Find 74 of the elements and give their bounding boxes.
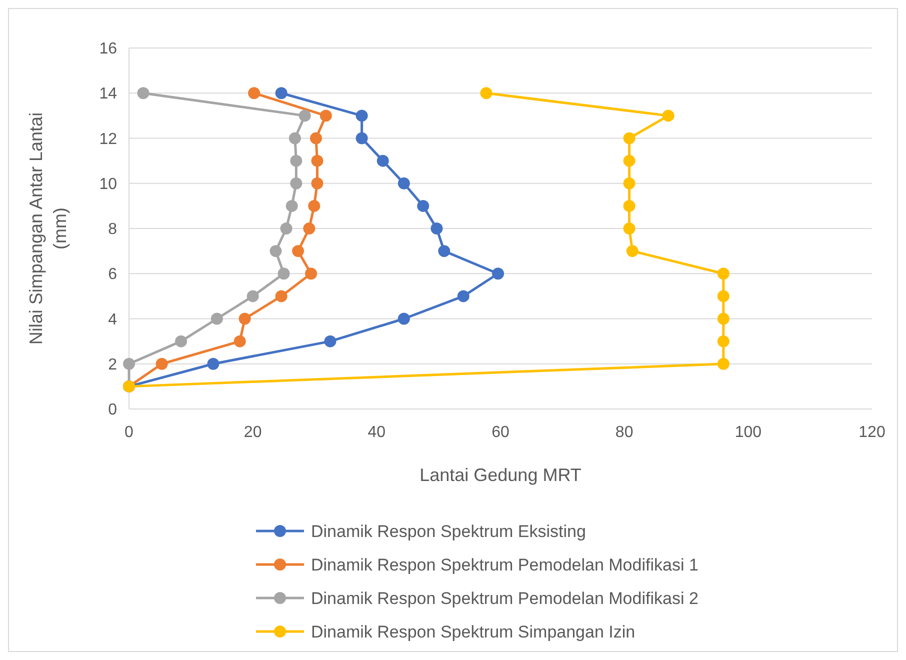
point [270, 245, 282, 258]
x-tick-label: 100 [734, 424, 762, 441]
point [662, 110, 674, 122]
point [275, 87, 288, 100]
legend-label: Dinamik Respon Spektrum Pemodelan Modifikasi 2 [311, 588, 698, 608]
y-tick-label: 8 [108, 221, 118, 238]
point [305, 268, 318, 280]
point [717, 268, 730, 280]
point [234, 335, 246, 348]
legend-label: Dinamik Respon Spektrum Eksisting [311, 522, 586, 541]
point [430, 222, 443, 234]
point [356, 132, 368, 144]
point [717, 312, 730, 325]
y-tick-label: 16 [99, 40, 118, 58]
y-tick-label: 4 [108, 311, 118, 328]
point [417, 200, 430, 212]
y-tick-label: 0 [108, 402, 118, 419]
y-tick-label: 10 [99, 176, 118, 193]
y-tick-label: 2 [108, 356, 118, 374]
point [438, 245, 450, 258]
point [717, 335, 730, 348]
y-axis-title: Nilai Simpangan Antar Lantai (mm) [26, 112, 70, 345]
point [717, 358, 730, 370]
point [292, 245, 304, 258]
point [626, 245, 638, 258]
point [286, 200, 298, 212]
y-tick-label: 14 [99, 86, 118, 103]
point [156, 358, 168, 370]
x-axis-title: Lantai Gedung MRT [420, 465, 582, 485]
x-tick-label: 60 [492, 424, 510, 441]
point [324, 335, 336, 348]
point [308, 200, 320, 212]
point [356, 110, 368, 122]
point [290, 154, 302, 167]
point [290, 177, 302, 190]
x-tick-label: 120 [858, 424, 886, 441]
point [207, 358, 220, 370]
point [623, 154, 636, 167]
point [623, 132, 636, 144]
point [376, 154, 389, 167]
point [480, 87, 492, 100]
point [238, 312, 251, 325]
point [320, 110, 332, 122]
point [623, 222, 636, 234]
point [310, 132, 322, 144]
point [303, 222, 316, 234]
point [210, 312, 223, 325]
point [298, 110, 311, 122]
x-tick-label: 0 [124, 424, 134, 441]
legend-label: Dinamik Respon Spektrum Simpangan Izin [311, 622, 636, 642]
point [288, 132, 301, 144]
x-tick-label: 80 [615, 424, 634, 441]
point [492, 268, 504, 280]
point [457, 290, 470, 302]
point [311, 154, 324, 167]
point [123, 358, 135, 370]
point [623, 177, 636, 190]
point [398, 177, 410, 190]
point [275, 290, 288, 302]
legend-label: Dinamik Respon Spektrum Pemodelan Modifikasi 1 [311, 555, 698, 574]
x-tick-label: 20 [244, 424, 262, 441]
point [137, 87, 150, 100]
point [398, 312, 410, 325]
point [246, 290, 259, 302]
point [311, 177, 324, 190]
point [278, 268, 290, 280]
point [175, 335, 188, 348]
point [248, 87, 260, 100]
point [717, 290, 730, 302]
y-tick-label: 6 [108, 266, 118, 284]
x-tick-label: 40 [368, 424, 386, 441]
point [623, 200, 636, 212]
y-tick-label: 12 [99, 130, 118, 148]
point [280, 222, 292, 234]
